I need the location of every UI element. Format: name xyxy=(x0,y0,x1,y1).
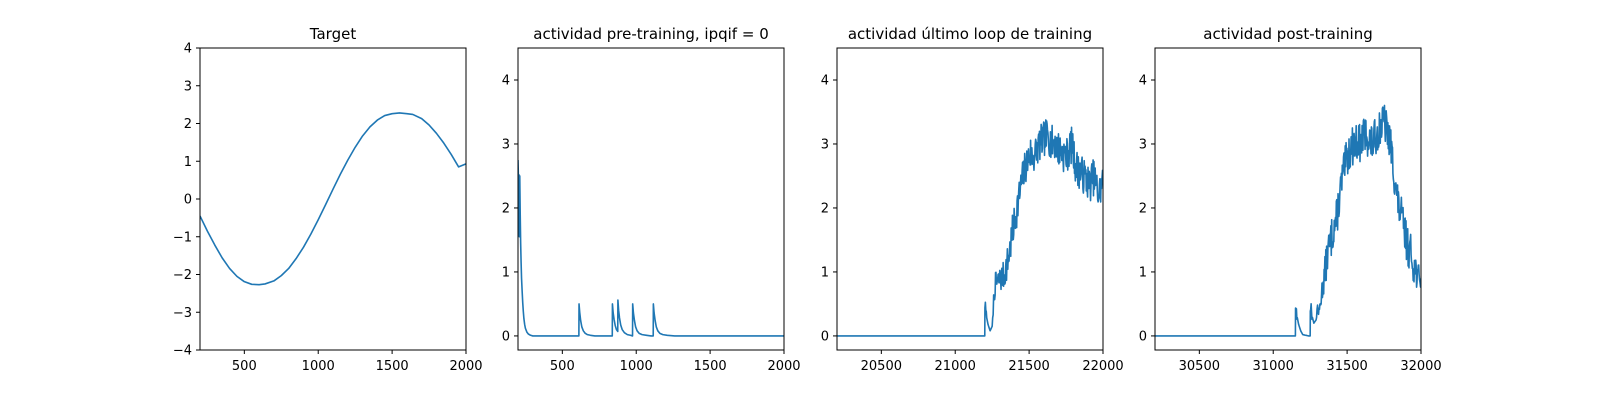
y-tick-label: −2 xyxy=(173,268,192,283)
chart-panel-3: 20500 21000 21500 22000 0 1 2 3 4 actividad últim… xyxy=(821,25,1124,374)
y-tick-label: 4 xyxy=(184,42,192,57)
y-tick-label: 1 xyxy=(184,155,192,170)
x-tick-label: 1000 xyxy=(620,359,653,374)
y-tick-label: 0 xyxy=(1139,329,1147,344)
chart-panel-2: 500 1000 1500 2000 0 1 2 3 4 actividad pre-traini… xyxy=(502,25,801,374)
x-tick-label: 31500 xyxy=(1326,359,1367,374)
y-tick-label: 2 xyxy=(821,201,829,216)
chart-title: actividad post-training xyxy=(1203,25,1372,43)
x-tick-label: 22000 xyxy=(1082,359,1123,374)
plot-frame xyxy=(199,47,467,351)
plot-frame xyxy=(517,47,785,351)
chart-title: actividad último loop de training xyxy=(848,25,1092,43)
y-tick-label: −4 xyxy=(173,344,192,359)
y-tick-label: 4 xyxy=(821,73,829,88)
x-tick-label: 500 xyxy=(232,359,257,374)
x-tick-label: 20500 xyxy=(861,359,902,374)
y-tick-label: 2 xyxy=(184,117,192,132)
x-tick-label: 1500 xyxy=(694,359,727,374)
x-tick-label: 1500 xyxy=(376,359,409,374)
chart-panel-1: 500 1000 1500 2000 −4 −3 −2 −1 0 1 2 3 4 Target xyxy=(173,25,483,374)
plot-frame xyxy=(1154,47,1422,351)
series-line-1 xyxy=(518,159,784,337)
x-tick-label: 31000 xyxy=(1253,359,1294,374)
y-tick-label: 3 xyxy=(1139,137,1147,152)
series-line-1 xyxy=(200,112,466,286)
y-tick-label: −1 xyxy=(173,230,192,245)
chart-panel-4: 30500 31000 31500 32000 0 1 2 3 4 actividad post-… xyxy=(1139,25,1442,374)
x-tick-label: 21000 xyxy=(935,359,976,374)
y-tick-label: 0 xyxy=(821,329,829,344)
y-tick-label: 3 xyxy=(184,79,192,94)
y-tick-label: 4 xyxy=(1139,73,1147,88)
y-tick-label: 3 xyxy=(821,137,829,152)
y-tick-label: −3 xyxy=(173,306,192,321)
y-tick-label: 2 xyxy=(1139,201,1147,216)
y-tick-label: 0 xyxy=(184,193,192,208)
y-tick-label: 4 xyxy=(502,73,510,88)
x-tick-label: 2000 xyxy=(767,359,800,374)
y-tick-label: 1 xyxy=(821,265,829,280)
chart-title: actividad pre-training, ipqif = 0 xyxy=(533,25,769,43)
y-tick-label: 2 xyxy=(502,201,510,216)
y-tick-label: 0 xyxy=(502,329,510,344)
x-tick-label: 32000 xyxy=(1400,359,1441,374)
x-tick-label: 500 xyxy=(550,359,575,374)
plot-frame xyxy=(836,47,1104,351)
series-line-1 xyxy=(1155,104,1421,337)
x-tick-label: 1000 xyxy=(302,359,335,374)
series-line-1 xyxy=(837,119,1103,337)
y-tick-label: 1 xyxy=(502,265,510,280)
x-tick-label: 21500 xyxy=(1008,359,1049,374)
x-tick-label: 30500 xyxy=(1179,359,1220,374)
chart-title: Target xyxy=(309,25,357,43)
y-tick-label: 3 xyxy=(502,137,510,152)
x-tick-label: 2000 xyxy=(449,359,482,374)
y-tick-label: 1 xyxy=(1139,265,1147,280)
